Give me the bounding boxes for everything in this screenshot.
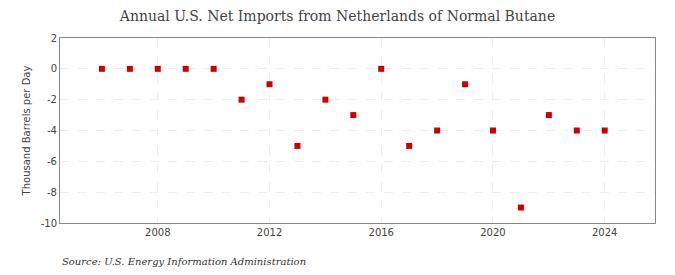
svg-text:-4: -4 [47, 125, 57, 136]
svg-text:Thousand Barrels per Day: Thousand Barrels per Day [21, 66, 32, 197]
svg-text:2008: 2008 [145, 227, 170, 238]
svg-text:-8: -8 [47, 187, 57, 198]
svg-text:-2: -2 [47, 94, 57, 105]
svg-text:-10: -10 [41, 218, 57, 229]
svg-text:2016: 2016 [369, 227, 394, 238]
svg-text:Annual U.S. Net Imports from N: Annual U.S. Net Imports from Netherlands… [119, 8, 555, 24]
svg-text:0: 0 [51, 63, 57, 74]
svg-text:2020: 2020 [480, 227, 505, 238]
svg-text:2012: 2012 [257, 227, 282, 238]
svg-text:Source: U.S. Energy Informatio: Source: U.S. Energy Information Administ… [62, 256, 306, 267]
svg-text:2024: 2024 [592, 227, 617, 238]
svg-text:2: 2 [51, 33, 57, 44]
svg-text:-6: -6 [47, 156, 57, 167]
